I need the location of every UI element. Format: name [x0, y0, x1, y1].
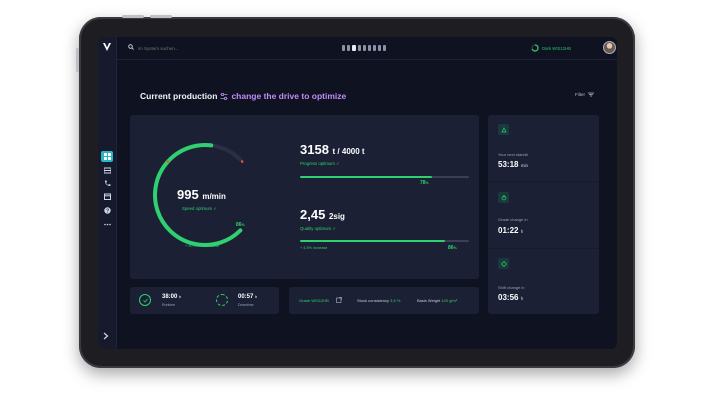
page-dot[interactable] [347, 45, 350, 51]
calendar-icon[interactable] [103, 193, 111, 200]
runtime-ring-icon [139, 294, 151, 306]
grade-change-value: 01:22 h [498, 226, 524, 235]
downtime-ring-icon [216, 294, 228, 306]
grade-label: Grade WIS12HB [299, 298, 329, 303]
page-dot[interactable] [378, 45, 381, 51]
standby-value: 53:18 min [498, 160, 528, 169]
progress-percent: 78% [420, 180, 429, 186]
title-text: Current production [140, 91, 218, 101]
tablet-top-button [122, 15, 144, 18]
shift-change-icon [498, 258, 509, 269]
phone-icon[interactable] [103, 180, 111, 187]
page-indicator[interactable] [342, 45, 386, 51]
sliders-icon [220, 92, 228, 100]
gauge-marker [240, 160, 244, 163]
dashboard-icon[interactable] [101, 151, 113, 162]
quality-trend: + 4,5% increase [300, 246, 328, 250]
avatar[interactable] [603, 41, 616, 54]
title-subtitle: change the drive to optimize [231, 91, 347, 101]
downtime-label: Downtime [238, 303, 254, 307]
page-dot[interactable] [358, 45, 361, 51]
filter-button[interactable]: Filter [575, 92, 594, 97]
progress-value: 3158 t / 4000 t [300, 142, 365, 157]
standby-icon [498, 124, 509, 135]
external-link-icon[interactable] [336, 297, 342, 303]
page-dot[interactable] [363, 45, 366, 51]
schedule-card: Your next standb 53:18 min Grade change … [488, 115, 599, 314]
page-dot[interactable] [373, 45, 376, 51]
svg-text:?: ? [105, 208, 108, 214]
speed-status: Speed optimum ✓ [182, 206, 217, 211]
quality-bar-fill [300, 240, 446, 242]
speed-value: 995 m/min [177, 187, 226, 202]
progress-bar [300, 176, 469, 178]
page-title: Current production change the drive to o… [140, 91, 346, 101]
tablet-side-button [76, 48, 79, 72]
production-card: 995 m/min Speed optimum ✓ 86% + 20 m/min… [130, 115, 479, 279]
grade-change-icon [498, 192, 509, 203]
grade-change-label: Grade change in [498, 217, 528, 222]
shift-change-value: 03:56 h [498, 293, 524, 302]
page-dot[interactable] [383, 45, 386, 51]
machines-icon[interactable] [103, 167, 111, 174]
search-icon [128, 44, 134, 50]
stock-consistency: Stock consistency 3,6 % [357, 298, 401, 303]
page-dot-active[interactable] [352, 45, 356, 51]
help-icon[interactable]: ? [103, 207, 111, 214]
top-bar: Dark WIS12HB ▾ [116, 37, 617, 60]
grade-card: Grade WIS12HB Stock consistency 3,6 % Ba… [289, 287, 479, 314]
sidebar: ? [98, 37, 117, 349]
search-input[interactable] [138, 42, 258, 54]
shift-badge[interactable]: Dark WIS12HB [531, 43, 571, 53]
quality-status: Quality optimum ✓ [300, 226, 336, 231]
quality-percent: 86% [448, 245, 457, 251]
downtime-value: 00:57 h [238, 294, 258, 300]
progress-bar-fill [300, 176, 432, 178]
runtime-card: 38:00 h Runtime 00:57 h Downtime [130, 287, 279, 314]
page-dot[interactable] [368, 45, 371, 51]
divider [488, 181, 599, 182]
more-icon[interactable] [103, 221, 111, 228]
gauge-fill [153, 143, 243, 247]
shift-ring-icon [531, 44, 539, 52]
gauge-marker [166, 160, 170, 163]
filter-icon [588, 92, 594, 97]
progress-status: Progress optimum ✓ [300, 161, 340, 166]
logo-icon [102, 42, 112, 52]
standby-label: Your next standb [498, 152, 528, 157]
runtime-label: Runtime [162, 303, 176, 307]
filter-label: Filter [575, 92, 585, 97]
divider [488, 248, 599, 249]
speed-gauge [153, 143, 244, 247]
app-screen: ? Dark [98, 37, 617, 349]
shift-label: Dark WIS12HB [542, 45, 572, 51]
page-dot[interactable] [342, 45, 345, 51]
tablet-top-button [150, 15, 172, 18]
quality-value: 2,45 2sig [300, 207, 345, 222]
runtime-value: 38:00 h [162, 294, 182, 300]
quality-bar [300, 240, 469, 242]
speed-trend: + 20 m/min increase [185, 244, 220, 248]
expand-sidebar-chevron-icon[interactable] [103, 332, 109, 342]
basis-weight: Basis Weight 100 g/m² [417, 298, 458, 303]
gauge-percent: 86% [236, 222, 245, 228]
shift-change-label: Shift change in [498, 285, 525, 290]
